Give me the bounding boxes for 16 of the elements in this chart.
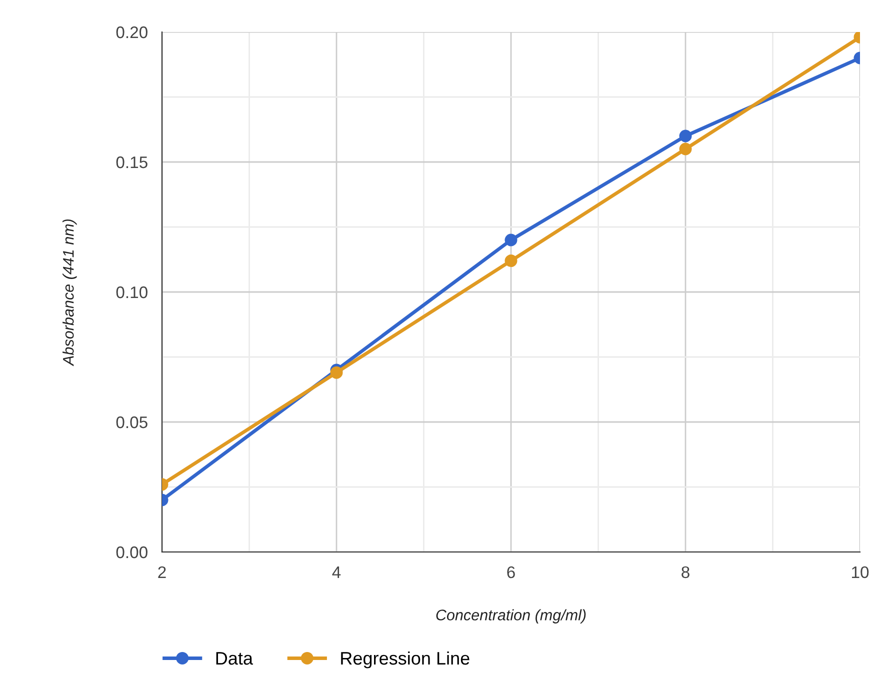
point [504, 254, 518, 268]
y-axis-title: Absorbance (441 nm) [62, 219, 77, 366]
x-tick-label: 10 [852, 566, 869, 578]
x-tick-label: 2 [158, 566, 166, 578]
x-tick-label: 6 [507, 566, 515, 578]
y-tick-label: 0.20 [116, 26, 148, 38]
x-tick-label: 8 [682, 566, 690, 578]
y-tick-label: 0.00 [116, 546, 148, 558]
y-tick-label: 0.15 [116, 156, 148, 168]
legend-label: Data [216, 652, 253, 665]
x-tick-label: 4 [332, 566, 341, 578]
point [504, 234, 518, 246]
y-tick-label: 0.05 [116, 416, 148, 428]
x-axis-title: Concentration (mg/ml) [436, 609, 586, 624]
legend-label: Regression Line [341, 651, 470, 668]
y-tick-label: 0.10 [116, 286, 148, 298]
